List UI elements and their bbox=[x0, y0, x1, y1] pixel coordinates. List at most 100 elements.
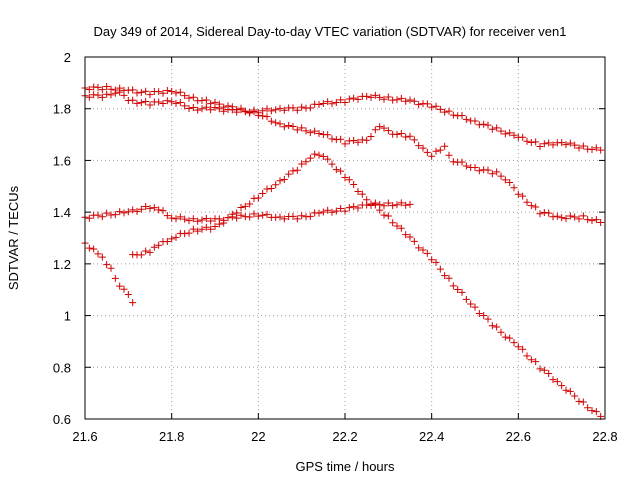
data-point bbox=[202, 214, 210, 222]
data-point bbox=[241, 202, 249, 210]
data-point bbox=[341, 173, 349, 181]
data-point bbox=[306, 154, 314, 162]
data-point bbox=[449, 111, 457, 119]
data-point bbox=[220, 103, 228, 111]
data-point bbox=[562, 215, 570, 223]
data-point bbox=[397, 130, 405, 138]
data-point bbox=[172, 215, 180, 223]
data-point bbox=[85, 244, 93, 252]
data-point bbox=[168, 87, 176, 95]
data-point bbox=[285, 170, 293, 178]
data-point bbox=[549, 141, 557, 149]
data-point bbox=[406, 132, 414, 140]
data-point bbox=[116, 84, 124, 92]
data-point bbox=[306, 212, 314, 220]
data-point bbox=[293, 215, 301, 223]
plot-frame bbox=[84, 56, 606, 420]
data-point bbox=[315, 209, 323, 217]
data-point bbox=[94, 211, 102, 219]
data-point bbox=[237, 211, 245, 219]
data-point bbox=[358, 190, 366, 198]
data-point bbox=[367, 93, 375, 101]
data-point bbox=[579, 212, 587, 220]
data-point bbox=[458, 111, 466, 119]
data-point bbox=[142, 203, 150, 211]
data-point bbox=[172, 99, 180, 107]
data-point bbox=[410, 97, 418, 105]
data-point bbox=[189, 104, 197, 112]
data-point bbox=[207, 217, 215, 225]
data-point bbox=[527, 139, 535, 147]
data-point bbox=[133, 99, 141, 107]
data-point bbox=[579, 398, 587, 406]
data-point bbox=[246, 109, 254, 117]
data-point bbox=[402, 201, 410, 209]
data-point bbox=[263, 210, 271, 218]
data-point bbox=[540, 209, 548, 217]
data-point bbox=[449, 158, 457, 166]
data-point bbox=[124, 208, 132, 216]
data-point bbox=[272, 106, 280, 114]
data-point bbox=[436, 146, 444, 154]
y-tick-label: 0.6 bbox=[53, 412, 71, 427]
data-point bbox=[406, 200, 414, 208]
data-point bbox=[562, 386, 570, 394]
data-point bbox=[523, 137, 531, 145]
data-point bbox=[215, 220, 223, 228]
data-point bbox=[306, 104, 314, 112]
data-point bbox=[163, 237, 171, 245]
data-point bbox=[458, 288, 466, 296]
data-point bbox=[480, 120, 488, 128]
data-point bbox=[484, 121, 492, 129]
data-point bbox=[324, 131, 332, 139]
y-axis-label: SDTVAR / TECUs bbox=[6, 185, 21, 290]
data-point bbox=[194, 227, 202, 235]
data-point bbox=[402, 97, 410, 105]
data-point bbox=[471, 117, 479, 125]
data-point bbox=[181, 215, 189, 223]
data-point bbox=[588, 407, 596, 415]
data-point bbox=[176, 213, 184, 221]
data-point bbox=[241, 107, 249, 115]
data-point bbox=[363, 196, 371, 204]
data-point bbox=[155, 88, 163, 96]
data-point bbox=[406, 233, 414, 241]
data-point bbox=[332, 166, 340, 174]
data-point bbox=[592, 144, 600, 152]
x-tick-label: 21.6 bbox=[72, 429, 97, 444]
data-point bbox=[545, 139, 553, 147]
data-point bbox=[233, 209, 241, 217]
data-point bbox=[215, 100, 223, 108]
data-point bbox=[137, 205, 145, 213]
data-point bbox=[397, 224, 405, 232]
data-point bbox=[289, 122, 297, 130]
data-point bbox=[276, 213, 284, 221]
data-point bbox=[423, 148, 431, 156]
data-point bbox=[415, 101, 423, 109]
data-point bbox=[133, 207, 141, 215]
data-point bbox=[380, 202, 388, 210]
data-point bbox=[510, 184, 518, 192]
data-point bbox=[566, 387, 574, 395]
y-tick-label: 1.6 bbox=[53, 153, 71, 168]
data-point bbox=[129, 96, 137, 104]
data-point bbox=[280, 215, 288, 223]
data-point bbox=[250, 107, 258, 115]
data-point bbox=[514, 343, 522, 351]
data-point bbox=[566, 139, 574, 147]
data-point bbox=[263, 185, 271, 193]
data-point bbox=[553, 212, 561, 220]
data-point bbox=[150, 204, 158, 212]
y-tick-labels: 0.6 0.8 1 1.2 1.4 1.6 1.8 2 bbox=[53, 50, 71, 427]
data-point bbox=[285, 121, 293, 129]
data-point bbox=[298, 212, 306, 220]
data-point bbox=[497, 172, 505, 180]
data-point bbox=[129, 299, 137, 307]
y-tick-label: 0.8 bbox=[53, 360, 71, 375]
data-point bbox=[163, 97, 171, 105]
data-point bbox=[254, 111, 262, 119]
data-point bbox=[116, 208, 124, 216]
data-point bbox=[393, 201, 401, 209]
data-point bbox=[155, 241, 163, 249]
